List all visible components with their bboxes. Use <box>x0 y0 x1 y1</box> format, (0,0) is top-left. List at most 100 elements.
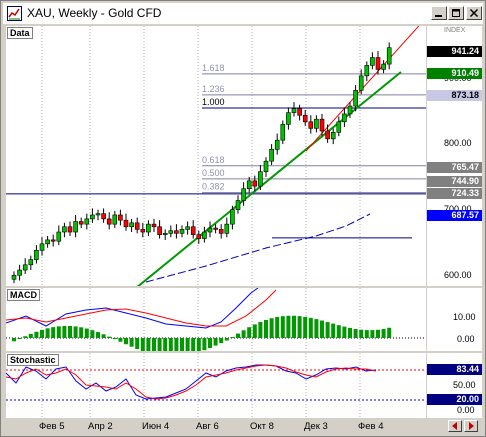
macd-histogram-bar <box>84 328 89 338</box>
candle-body <box>22 264 28 271</box>
candle-body <box>179 229 185 234</box>
macd-histogram-bar <box>73 326 78 338</box>
price-tag: 910.49 <box>427 68 482 79</box>
macd-histogram-bar <box>96 332 100 338</box>
date-label: Окт 8 <box>250 421 274 432</box>
candle-body <box>39 243 45 251</box>
macd-chart-area[interactable]: MACD <box>6 288 426 351</box>
macd-histogram-bar <box>196 338 201 351</box>
candle-body <box>302 114 308 123</box>
macd-panel-label: MACD <box>7 289 40 301</box>
macd-histogram-bar <box>51 327 56 338</box>
date-label: Июн 4 <box>142 421 170 432</box>
candle-body <box>73 221 78 233</box>
candle-body <box>151 223 157 228</box>
macd-histogram-bar <box>297 316 302 338</box>
price-tag: 941.24 <box>427 46 482 57</box>
candle-body <box>129 222 134 228</box>
candle-body <box>336 121 342 133</box>
candle-body <box>319 118 325 132</box>
candle-body <box>230 209 235 225</box>
macd-histogram-bar <box>353 328 358 338</box>
minimize-button[interactable] <box>431 6 447 20</box>
candle-body <box>280 124 286 141</box>
candle-body <box>353 90 358 107</box>
candle-body <box>90 214 95 220</box>
macd-histogram-bar <box>224 338 229 341</box>
candle-body <box>17 269 22 276</box>
fib-level-label: 0.618 <box>202 155 225 165</box>
macd-histogram-bar <box>320 320 324 338</box>
window-title: XAU, Weekly - Gold CFD <box>27 6 162 20</box>
maximize-button[interactable] <box>448 6 464 20</box>
candle-body <box>67 226 73 233</box>
macd-histogram-bar <box>45 328 50 338</box>
macd-histogram-bar <box>157 338 162 351</box>
macd-histogram-bar <box>376 329 380 338</box>
macd-histogram-bar <box>236 333 240 338</box>
price-chart-area[interactable]: 1.618 1.236 1.000 0.618 0.500 0.382 Data <box>6 26 426 286</box>
candle-body <box>190 226 196 235</box>
scroll-right-button[interactable] <box>464 420 478 432</box>
macd-histogram-bar <box>129 338 134 347</box>
macd-histogram-bar <box>152 338 156 351</box>
trend-line <box>305 26 420 152</box>
macd-histogram-bar <box>280 316 285 338</box>
macd-histogram-bar <box>275 316 280 338</box>
macd-histogram-bar <box>258 322 263 338</box>
macd-histogram-bar <box>163 338 168 351</box>
macd-axis-label: 10.00 <box>453 312 476 322</box>
stochastic-axis: 83.44 50.00 20.00 0.00 <box>427 353 482 418</box>
macd-histogram-bar <box>381 328 386 338</box>
chart-app-icon <box>7 6 22 21</box>
macd-histogram-bar <box>286 315 291 338</box>
macd-histogram-bar <box>230 336 235 338</box>
macd-histogram-bar <box>112 338 117 340</box>
candle-body <box>213 227 218 230</box>
candle-body <box>297 108 302 116</box>
macd-histogram-bar <box>140 338 145 351</box>
candle-body <box>202 231 207 239</box>
macd-histogram-bar <box>370 330 375 338</box>
macd-signal-line <box>6 289 277 327</box>
candle-body <box>274 139 280 150</box>
close-button[interactable] <box>466 6 482 20</box>
candle-body <box>314 118 319 129</box>
candle-body <box>235 200 241 211</box>
price-axis-label: 700.00 <box>444 204 472 214</box>
candle-body <box>168 230 174 234</box>
macd-histogram-bar <box>68 325 72 338</box>
candle-body <box>174 230 179 234</box>
macd-histogram-bar <box>342 326 347 338</box>
macd-histogram-bar <box>359 329 364 338</box>
arrow-right-icon <box>469 422 474 430</box>
candle-body <box>84 218 90 225</box>
candle-body <box>358 75 364 91</box>
data-panel-label: Data <box>7 27 33 39</box>
macd-histogram-bar <box>348 327 352 338</box>
stochastic-chart <box>6 353 426 418</box>
candle-body <box>263 160 269 172</box>
macd-histogram-bar <box>135 338 140 350</box>
candle-body <box>375 57 381 70</box>
macd-histogram-bar <box>185 338 190 351</box>
candle-body <box>218 229 224 234</box>
candle-body <box>246 180 252 190</box>
macd-histogram-bar <box>23 336 28 338</box>
arrow-left-icon <box>452 422 457 430</box>
stochastic-d-line <box>6 364 377 400</box>
stochastic-axis-label: 0.00 <box>457 405 475 415</box>
candle-body <box>364 65 370 77</box>
macd-histogram-bar <box>191 338 196 351</box>
scroll-left-button[interactable] <box>448 420 462 432</box>
macd-histogram-bar <box>247 327 252 338</box>
fib-level-label: 1.236 <box>202 84 225 94</box>
macd-histogram-bar <box>79 327 84 338</box>
title-bar[interactable]: XAU, Weekly - Gold CFD <box>3 3 483 24</box>
stochastic-chart-area[interactable]: Stochastic <box>6 353 426 418</box>
macd-histogram-bar <box>62 325 67 338</box>
stochastic-panel-label: Stochastic <box>7 354 59 366</box>
macd-histogram-bar <box>34 331 39 338</box>
price-axis-label: 600.00 <box>444 270 472 280</box>
fib-level-label: 0.382 <box>202 182 225 192</box>
